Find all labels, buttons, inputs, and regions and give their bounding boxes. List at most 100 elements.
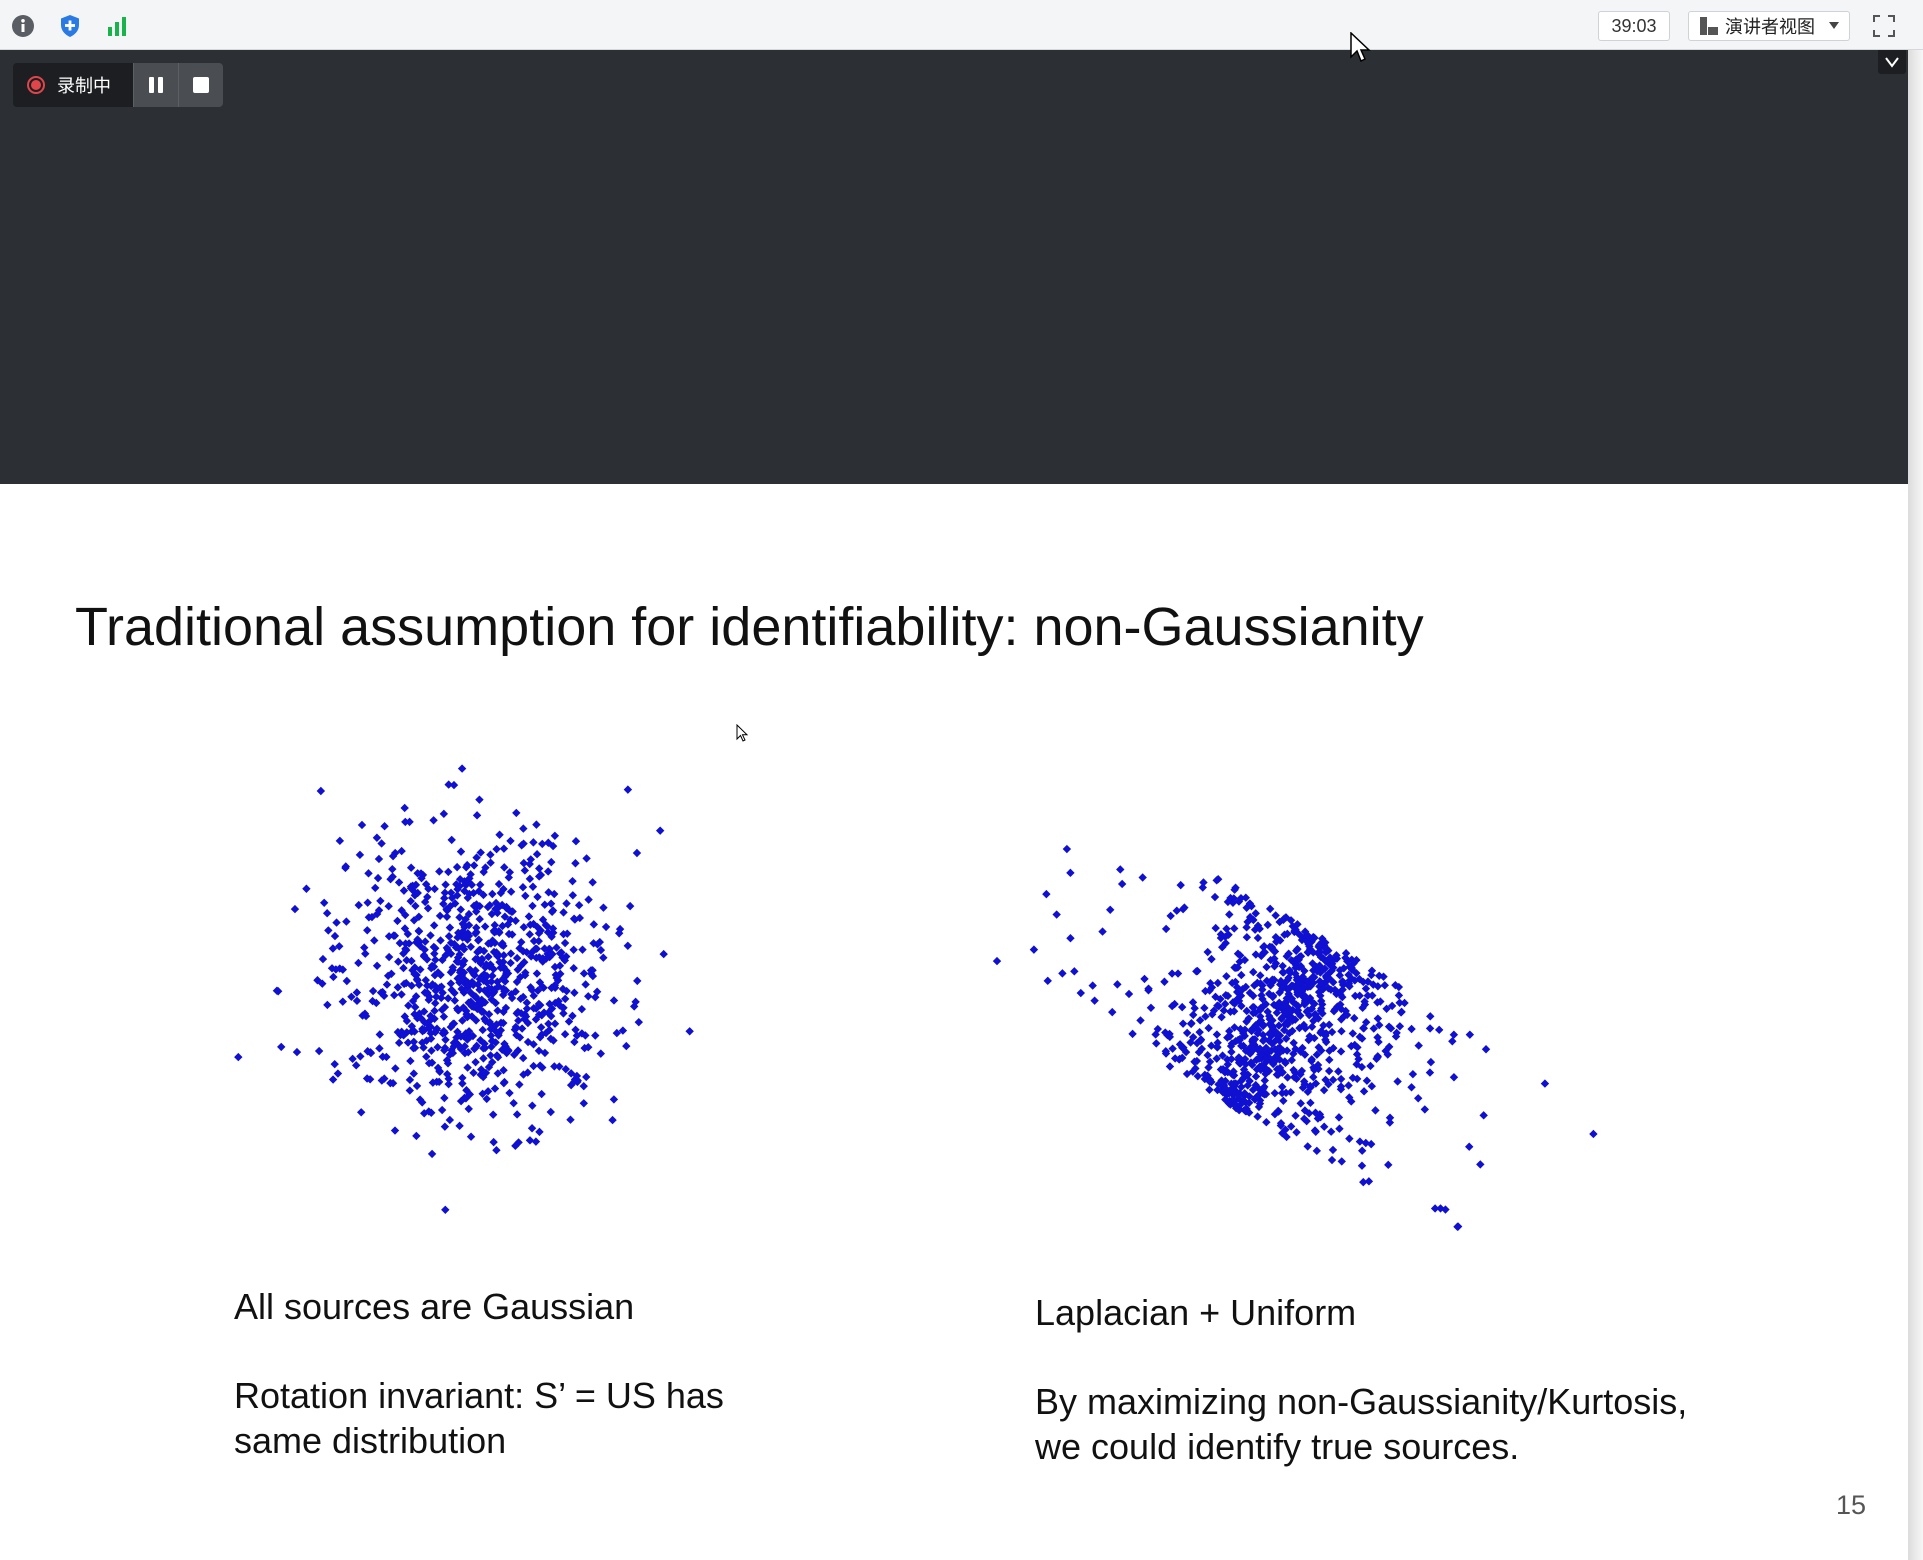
gaussian-point — [632, 848, 642, 858]
gaussian-point — [531, 1137, 541, 1146]
laplacian-uniform-point — [1336, 1047, 1346, 1056]
gaussian-point — [435, 983, 445, 992]
gaussian-point — [659, 949, 668, 959]
gaussian-point — [546, 899, 556, 908]
gaussian-point — [439, 809, 449, 819]
laplacian-uniform-point — [1270, 1088, 1280, 1098]
laplacian-uniform-point — [1362, 1076, 1372, 1085]
gaussian-point — [393, 1027, 403, 1037]
gaussian-point — [480, 986, 489, 995]
gaussian-point — [458, 919, 468, 928]
gaussian-point — [548, 949, 557, 959]
bar-chart-icon[interactable] — [104, 13, 130, 39]
gaussian-point — [446, 979, 456, 988]
laplacian-uniform-point — [1221, 1095, 1230, 1104]
laplacian-uniform-point — [1355, 991, 1364, 1000]
gaussian-point — [546, 1107, 555, 1117]
gaussian-point — [394, 957, 403, 966]
laplacian-uniform-point — [1367, 1082, 1377, 1091]
gaussian-point — [406, 1056, 415, 1066]
gaussian-point — [330, 931, 340, 941]
gaussian-point — [357, 1108, 366, 1117]
gaussian-point — [475, 914, 484, 924]
gaussian-point — [395, 938, 405, 948]
gaussian-point — [519, 839, 528, 848]
gaussian-point — [319, 898, 329, 908]
gaussian-point — [519, 858, 529, 868]
laplacian-uniform-point — [1251, 950, 1261, 959]
gaussian-point — [471, 1057, 480, 1067]
laplacian-uniform-point — [1414, 1041, 1423, 1050]
scroll-edge — [1908, 50, 1923, 1560]
gaussian-point — [479, 970, 489, 979]
gaussian-point — [442, 906, 452, 915]
laplacian-uniform-point — [1336, 1074, 1346, 1084]
gaussian-point — [363, 926, 372, 935]
laplacian-uniform-point — [1350, 1013, 1359, 1023]
gaussian-point — [403, 929, 413, 939]
gaussian-point — [535, 864, 544, 873]
gaussian-point — [568, 1011, 577, 1021]
info-icon[interactable] — [10, 13, 36, 39]
collapse-button[interactable] — [1878, 50, 1906, 74]
laplacian-uniform-point — [1328, 1145, 1338, 1155]
elapsed-timer: 39:03 — [1598, 11, 1670, 41]
gaussian-point — [403, 1038, 413, 1047]
shield-icon[interactable] — [57, 13, 83, 39]
slide-page-number: 15 — [1836, 1490, 1867, 1520]
gaussian-point — [469, 861, 479, 870]
gaussian-point — [466, 1132, 476, 1141]
laplacian-uniform-point — [1420, 1105, 1430, 1114]
gaussian-point — [452, 880, 461, 889]
gaussian-point — [517, 1024, 527, 1033]
stop-button[interactable] — [178, 63, 223, 107]
fullscreen-icon[interactable] — [1872, 14, 1896, 38]
laplacian-uniform-point — [1319, 1021, 1328, 1030]
laplacian-uniform-point — [1253, 1112, 1262, 1121]
laplacian-uniform-point — [1161, 924, 1171, 934]
gaussian-point — [399, 886, 409, 895]
gaussian-point — [443, 994, 453, 1003]
gaussian-point — [463, 1063, 472, 1072]
gaussian-point — [544, 1019, 553, 1028]
laplacian-uniform-point — [1296, 1099, 1305, 1108]
caret-down-icon — [1829, 22, 1839, 29]
gaussian-point — [569, 963, 578, 973]
gaussian-point — [479, 1054, 488, 1063]
laplacian-uniform-point — [1224, 930, 1233, 940]
gaussian-point — [463, 893, 472, 903]
laplacian-uniform-point — [1360, 997, 1369, 1006]
laplacian-uniform-point — [1192, 967, 1201, 976]
gaussian-point — [390, 1126, 400, 1135]
laplacian-uniform-point — [1393, 1077, 1402, 1086]
laplacian-uniform-point — [1117, 879, 1127, 889]
pause-button[interactable] — [133, 63, 178, 107]
laplacian-uniform-point — [1260, 1076, 1269, 1085]
laplacian-uniform-point — [1345, 1134, 1354, 1143]
laplacian-uniform-point — [1188, 998, 1198, 1007]
laplacian-uniform-point — [1407, 1024, 1416, 1034]
laplacian-uniform-point — [1311, 1127, 1320, 1136]
gaussian-point — [412, 1131, 421, 1141]
laplacian-uniform-point — [1465, 1142, 1474, 1151]
laplacian-uniform-point — [1317, 1000, 1327, 1009]
gaussian-point — [476, 959, 485, 968]
gaussian-point — [515, 1080, 524, 1089]
gaussian-point — [519, 922, 529, 932]
gaussian-point — [405, 1075, 415, 1085]
gaussian-point — [430, 1014, 439, 1023]
gaussian-point — [529, 936, 539, 946]
gaussian-point — [500, 1077, 509, 1087]
laplacian-uniform-point — [1116, 865, 1125, 874]
gaussian-point — [453, 1027, 462, 1036]
laplacian-uniform-point — [1334, 1067, 1343, 1076]
laplacian-uniform-point — [1334, 1113, 1344, 1122]
view-mode-select[interactable]: 演讲者视图 — [1688, 11, 1850, 41]
gaussian-point — [480, 922, 490, 931]
recording-controls: 录制中 — [13, 63, 223, 107]
record-icon — [27, 76, 45, 94]
gaussian-point — [335, 836, 345, 846]
gaussian-point — [509, 1098, 518, 1108]
laplacian-uniform-point — [1265, 1014, 1274, 1024]
gaussian-point — [469, 1068, 478, 1078]
